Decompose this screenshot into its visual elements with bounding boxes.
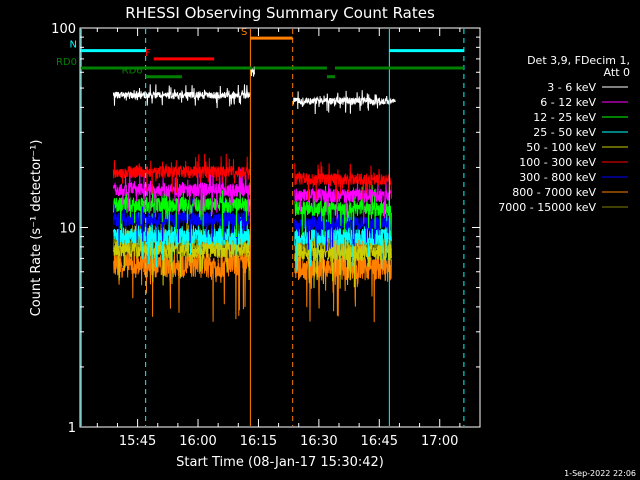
flag-label: S bbox=[241, 27, 247, 38]
y-tick-label: 100 bbox=[51, 22, 76, 37]
flag-label: RD0 bbox=[56, 57, 77, 68]
legend-entry-label: 3 - 6 keV bbox=[547, 81, 596, 94]
traces-layer bbox=[112, 66, 396, 323]
series-trace bbox=[112, 198, 251, 246]
series-trace bbox=[294, 210, 392, 274]
flag-label: F bbox=[145, 48, 151, 59]
y-tick-label: 10 bbox=[59, 222, 76, 237]
legend-header: Det 3,9, FDecim 1, bbox=[527, 54, 630, 67]
chart-title: RHESSI Observing Summary Count Rates bbox=[125, 4, 435, 22]
x-tick-label: 16:45 bbox=[361, 434, 398, 449]
x-tick-label: 17:00 bbox=[421, 434, 458, 449]
flag-label: N bbox=[70, 40, 77, 51]
legend-entry-label: 300 - 800 keV bbox=[519, 171, 596, 184]
series-trace bbox=[294, 234, 392, 323]
flag-label: RD6 bbox=[122, 66, 143, 77]
series-trace bbox=[294, 173, 392, 224]
flag-bars-layer: N S F RD0 RD6 bbox=[56, 27, 464, 79]
legend-entry-label: 7000 - 15000 keV bbox=[498, 201, 596, 214]
footer-timestamp: 1-Sep-2022 22:06 bbox=[564, 469, 636, 478]
y-axis-ticks: 1 10 100 bbox=[51, 22, 480, 436]
series-trace bbox=[292, 90, 396, 115]
legend-entry-label: 100 - 300 keV bbox=[519, 156, 596, 169]
x-tick-label: 15:45 bbox=[119, 434, 156, 449]
y-axis-label: Count Rate (s⁻¹ detector⁻¹) bbox=[29, 140, 44, 317]
series-trace bbox=[112, 168, 251, 218]
x-tick-label: 16:30 bbox=[300, 434, 337, 449]
legend-entry-label: 800 - 7000 keV bbox=[512, 186, 596, 199]
x-axis-ticks: 15:45 16:00 16:15 16:30 16:45 17:00 bbox=[96, 28, 481, 449]
legend-entry-label: 25 - 50 keV bbox=[533, 126, 596, 139]
series-trace bbox=[294, 184, 392, 240]
series-trace bbox=[294, 161, 392, 202]
series-trace bbox=[112, 84, 251, 109]
x-tick-label: 16:15 bbox=[240, 434, 277, 449]
series-trace bbox=[112, 210, 251, 268]
legend: Det 3,9, FDecim 1,Att 0 3 - 6 keV 6 - 12 k… bbox=[498, 54, 630, 214]
plot-frame bbox=[79, 27, 481, 428]
series-trace bbox=[112, 153, 251, 194]
legend-header: Att 0 bbox=[604, 66, 630, 79]
legend-entry-label: 50 - 100 keV bbox=[526, 141, 596, 154]
legend-entry-label: 6 - 12 keV bbox=[540, 96, 596, 109]
legend-entry-label: 12 - 25 keV bbox=[533, 111, 596, 124]
x-tick-label: 16:00 bbox=[179, 434, 216, 449]
y-tick-label: 1 bbox=[68, 421, 76, 436]
x-axis-label: Start Time (08-Jan-17 15:30:42) bbox=[176, 455, 384, 470]
